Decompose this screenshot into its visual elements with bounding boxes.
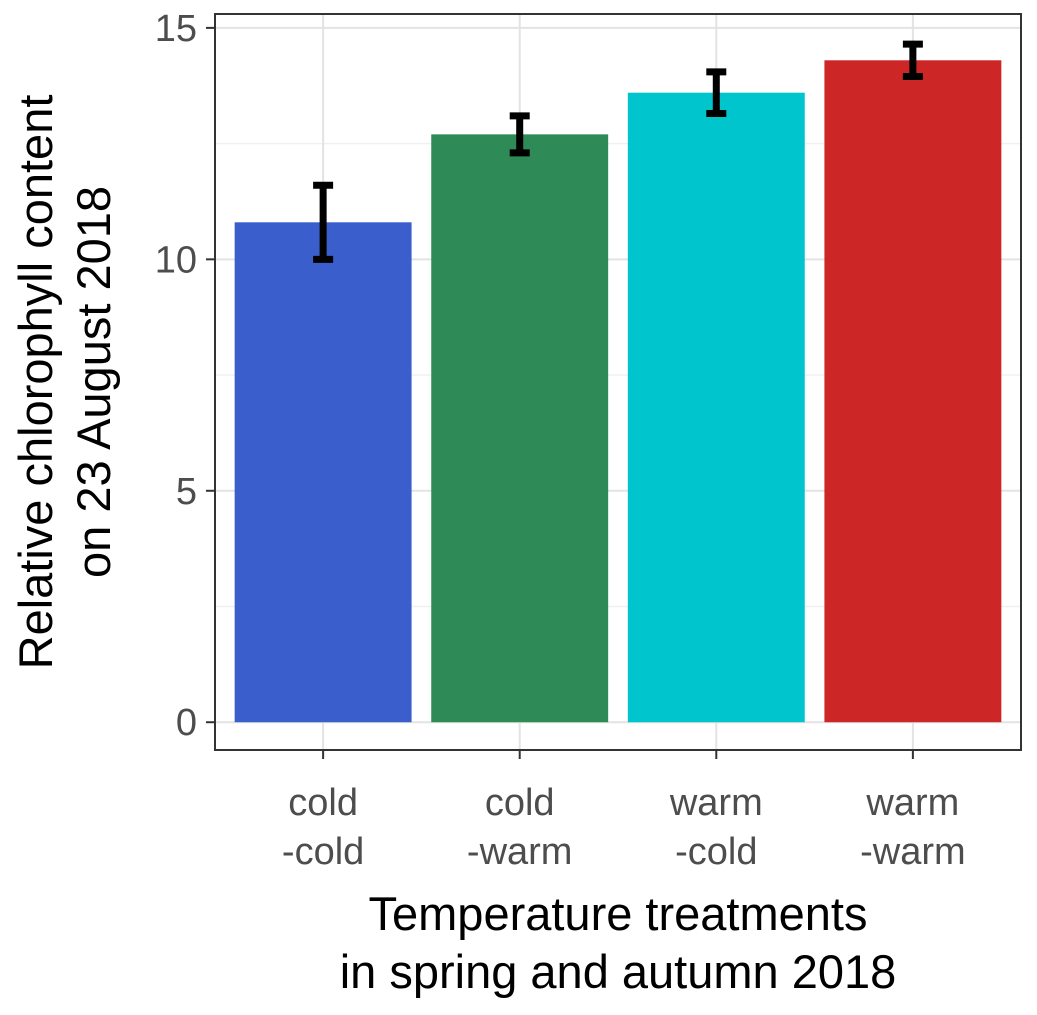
error-bars [313,40,923,263]
panel-border [214,13,1022,751]
x-tick-label: warm -cold [669,782,763,873]
y-tick-label: 10 [155,239,197,281]
bar [431,134,609,723]
y-tick-label: 5 [176,471,197,513]
error-bar [706,68,727,118]
x-tick-label: cold -warm [467,782,573,873]
y-tick-label: 0 [176,702,197,744]
error-bar [509,112,530,157]
error-bar [313,181,334,263]
bar [627,92,805,723]
error-bar [902,40,923,80]
y-axis-title: Relative chlorophyll content on 23 August… [9,95,120,670]
x-tick-label: cold -cold [282,782,364,873]
bar [234,222,412,723]
x-axis-title: Temperature treatments in spring and autu… [340,887,897,998]
x-axis: cold -cold cold -warm warm -cold warm -warm [282,750,966,873]
y-axis: 0 5 10 15 [155,8,215,744]
x-tick-label: warm -warm [860,782,966,873]
y-tick-label: 15 [155,8,197,50]
bar [824,60,1002,723]
bars [234,60,1002,723]
